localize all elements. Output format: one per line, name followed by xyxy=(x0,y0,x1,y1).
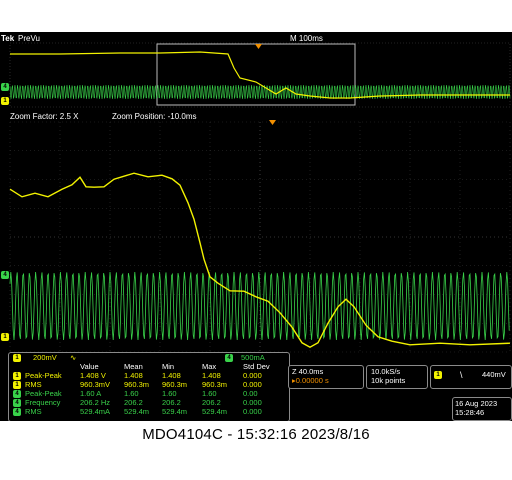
measurement-channel-chip: 4 xyxy=(13,408,21,416)
measurement-cell: 1.408 xyxy=(162,371,181,380)
clock-time: 15:28:46 xyxy=(455,408,485,417)
measurement-cell: 206.2 Hz xyxy=(80,398,111,407)
oscilloscope-screen: Tek PreVu M 100ms 4 1 Zoom Factor: 2.5 X… xyxy=(0,32,512,421)
measurement-cell: 206.2 xyxy=(124,398,143,407)
scale-ch4-chip: 4 xyxy=(225,354,233,362)
horizontal-panel[interactable] xyxy=(288,365,364,389)
zoom-time: Z 40.0ms xyxy=(292,367,324,376)
zoom-trigger-marker-icon xyxy=(269,120,276,125)
zoom-position: Zoom Position: -10.0ms xyxy=(112,112,197,121)
measurement-cell: 960.3m xyxy=(162,380,188,389)
header-mean: Mean xyxy=(124,362,143,371)
scale-ch1-chip: 1 xyxy=(13,354,21,362)
measurement-cell: 0.000 xyxy=(243,371,262,380)
timebase-readout: M 100ms xyxy=(290,34,323,43)
measurement-cell: 0.000 xyxy=(243,380,262,389)
trigger-slope-icon: \ xyxy=(460,370,463,380)
measurement-cell: 206.2 xyxy=(202,398,221,407)
ch4-scale[interactable]: 500mA xyxy=(241,353,265,362)
trigger-level: 440mV xyxy=(482,370,506,379)
header-std-dev: Std Dev xyxy=(243,362,270,371)
ch1-scale[interactable]: 200mV xyxy=(33,353,57,362)
trigger-delay: ▸0.00000 s xyxy=(292,376,329,385)
measurement-cell: 0.000 xyxy=(243,398,262,407)
measurement-name: RMS xyxy=(25,380,42,389)
header-max: Max xyxy=(202,362,217,371)
measurement-cell: 960.3m xyxy=(202,380,228,389)
measurement-cell: 1.408 xyxy=(124,371,143,380)
header-min: Min xyxy=(162,362,175,371)
measurement-name: Peak-Peak xyxy=(25,389,62,398)
measurement-channel-chip: 4 xyxy=(13,399,21,407)
overview-trigger-marker-icon xyxy=(255,44,262,49)
overview-ch4-trace xyxy=(9,85,511,99)
zoom-ch1-marker: 1 xyxy=(1,333,9,341)
overview-waveform-area xyxy=(9,42,511,108)
record-length: 10k points xyxy=(371,376,406,385)
measurement-name: Peak-Peak xyxy=(25,371,62,380)
overview-ch1-trace xyxy=(10,51,510,99)
measurement-cell: 0.00 xyxy=(243,389,258,398)
zoom-factor: Zoom Factor: 2.5 X xyxy=(10,112,79,121)
measurement-channel-chip: 1 xyxy=(13,372,21,380)
zoom-ch4-marker: 4 xyxy=(1,271,9,279)
header-value: Value xyxy=(80,362,99,371)
measurement-cell: 1.60 A xyxy=(80,389,102,398)
measurement-cell: 0.000 xyxy=(243,407,262,416)
ch1-coupling-icon: ∿ xyxy=(70,353,77,362)
measurement-cell: 529.4m xyxy=(124,407,150,416)
zoom-ch4-trace xyxy=(9,271,510,341)
measurement-name: Frequency xyxy=(25,398,61,407)
measurement-cell: 960.3m xyxy=(124,380,150,389)
overview-ch4-marker: 4 xyxy=(1,83,9,91)
measurement-cell: 1.408 xyxy=(202,371,221,380)
acquisition-panel[interactable] xyxy=(366,365,428,389)
zoom-waveform-area xyxy=(9,120,511,353)
measurement-panel[interactable] xyxy=(8,352,290,421)
acquisition-mode: PreVu xyxy=(18,34,40,43)
screenshot-caption: MDO4104C - 15:32:16 2023/8/16 xyxy=(142,426,370,443)
measurement-channel-chip: 4 xyxy=(13,390,21,398)
clock-date: 16 Aug 2023 xyxy=(455,399,498,408)
measurement-cell: 529.4mA xyxy=(80,407,111,416)
measurement-cell: 529.4m xyxy=(202,407,228,416)
measurement-cell: 1.60 xyxy=(162,389,177,398)
brand-logo: Tek xyxy=(1,34,15,43)
measurement-cell: 1.60 xyxy=(124,389,139,398)
overview-ch1-marker: 1 xyxy=(1,97,9,105)
sample-rate: 10.0kS/s xyxy=(371,367,401,376)
measurement-cell: 1.60 xyxy=(202,389,217,398)
zoom-graticule xyxy=(9,121,511,353)
measurement-channel-chip: 1 xyxy=(13,381,21,389)
trigger-source-chip: 1 xyxy=(434,371,442,379)
measurement-name: RMS xyxy=(25,407,42,416)
overview-graticule xyxy=(9,42,511,108)
measurement-cell: 1.408 V xyxy=(80,371,106,380)
zoom-ch1-trace xyxy=(9,172,511,348)
measurement-cell: 960.3mV xyxy=(80,380,111,389)
measurement-cell: 206.2 xyxy=(162,398,181,407)
measurement-cell: 529.4m xyxy=(162,407,188,416)
